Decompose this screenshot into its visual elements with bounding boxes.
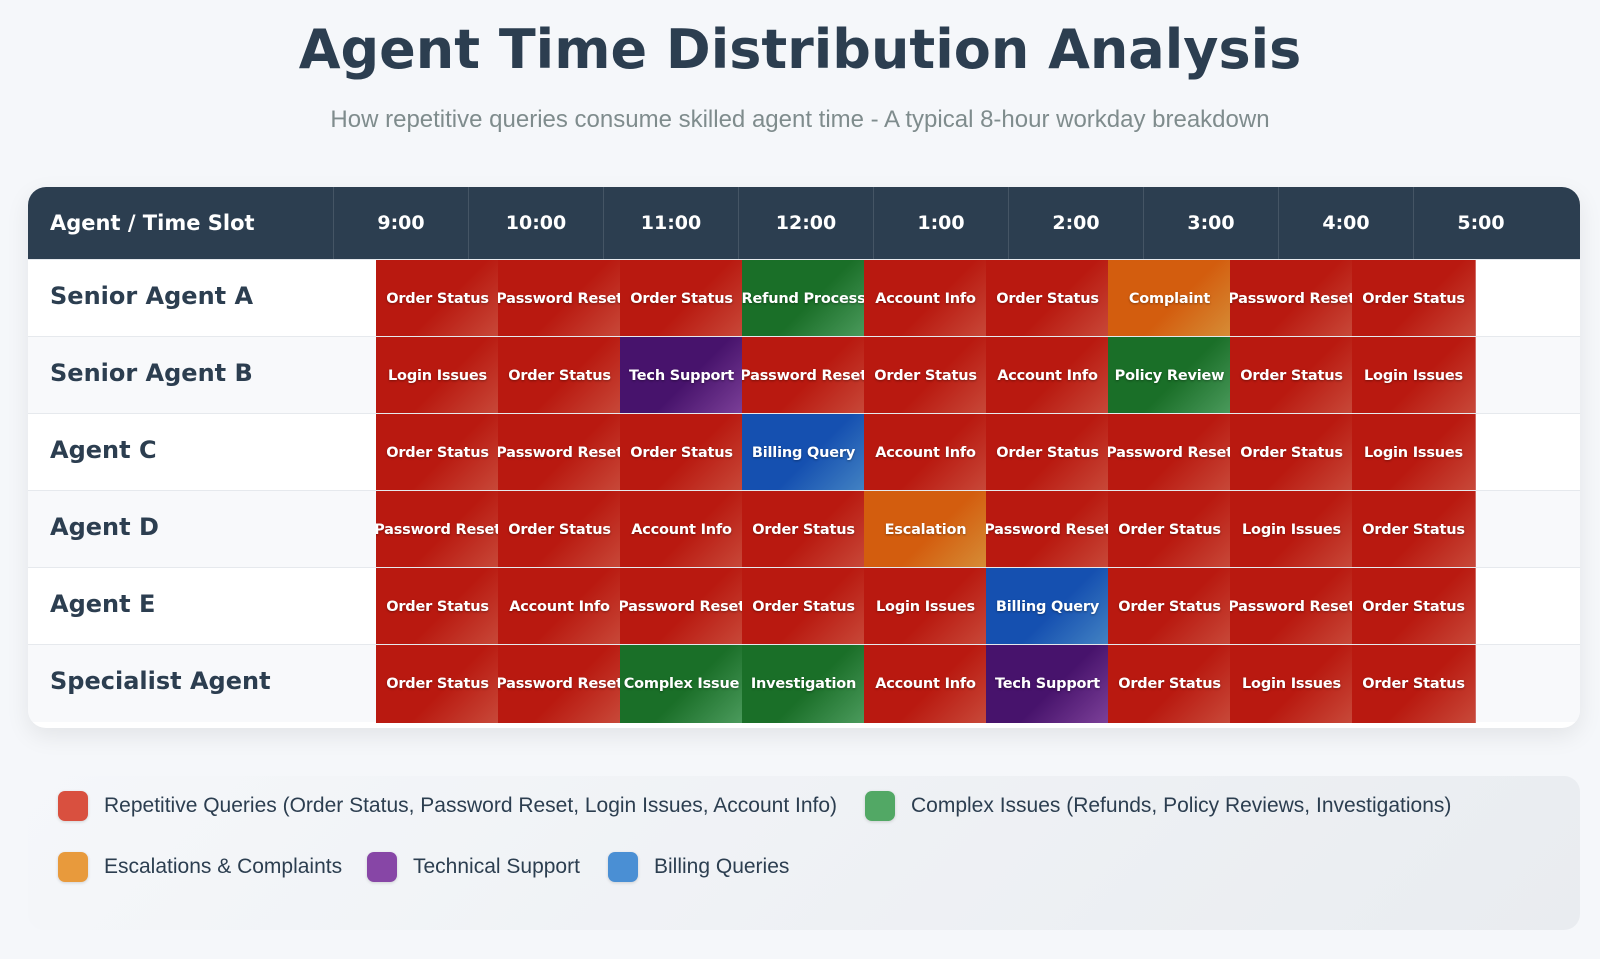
task-cell-repetitive: Password Reset (498, 645, 622, 723)
task-cell-repetitive: Login Issues (864, 568, 988, 646)
task-cell-repetitive: Order Status (864, 337, 988, 415)
agent-name: Senior Agent A (50, 282, 254, 310)
task-cell-complex: Investigation (742, 645, 866, 723)
task-cell-complex: Policy Review (1108, 337, 1232, 415)
task-cell-repetitive: Order Status (1352, 260, 1476, 338)
agent-row: Agent D Password Reset Order Status Account… (28, 490, 1580, 569)
task-cell-escalation: Escalation (864, 491, 988, 569)
task-cell-repetitive: Password Reset (1230, 260, 1354, 338)
agent-name: Specialist Agent (50, 667, 271, 695)
time-slot-header: 10:00 (468, 187, 603, 259)
agent-row: Senior Agent A Order Status Password Reset… (28, 259, 1580, 338)
agent-row: Senior Agent B Login Issues Order Status Te… (28, 336, 1580, 415)
task-cell-repetitive: Account Info (864, 645, 988, 723)
task-cell-repetitive: Order Status (498, 491, 622, 569)
legend-swatch (608, 852, 638, 882)
legend: Repetitive Queries (Order Status, Passwo… (28, 776, 1580, 930)
task-cell-repetitive: Account Info (986, 337, 1110, 415)
agent-name: Agent E (50, 590, 156, 618)
task-cell-repetitive: Order Status (376, 568, 500, 646)
task-cell-repetitive: Order Status (986, 414, 1110, 492)
task-cell-repetitive: Account Info (864, 260, 988, 338)
time-slot-header: 5:00 (1413, 187, 1548, 259)
legend-item-technical: Technical Support (367, 850, 580, 884)
task-cell-repetitive: Login Issues (1230, 491, 1354, 569)
task-cell-repetitive: Order Status (498, 337, 622, 415)
corner-label: Agent / Time Slot (50, 211, 255, 235)
task-cell-escalation: Complaint (1108, 260, 1232, 338)
legend-item-repetitive: Repetitive Queries (Order Status, Passwo… (58, 789, 837, 823)
task-cell-repetitive: Account Info (498, 568, 622, 646)
agent-row: Specialist Agent Order Status Password Res… (28, 644, 1580, 723)
task-cell-repetitive: Order Status (742, 491, 866, 569)
legend-item-complex: Complex Issues (Refunds, Policy Reviews,… (865, 789, 1451, 823)
task-cell-repetitive: Order Status (1108, 491, 1232, 569)
time-slot-header: 1:00 (873, 187, 1008, 259)
task-cell-repetitive: Login Issues (1352, 337, 1476, 415)
task-cell-billing: Billing Query (986, 568, 1110, 646)
task-cell-repetitive: Account Info (864, 414, 988, 492)
time-slot-header: 12:00 (738, 187, 873, 259)
agent-name: Agent D (50, 513, 159, 541)
task-cell-complex: Complex Issue (620, 645, 744, 723)
time-slot-header: 3:00 (1143, 187, 1278, 259)
time-slot-header: 11:00 (603, 187, 738, 259)
legend-swatch (865, 791, 895, 821)
task-cell-repetitive: Order Status (376, 260, 500, 338)
agent-name: Senior Agent B (50, 359, 253, 387)
task-cell-repetitive: Account Info (620, 491, 744, 569)
agent-row: Agent E Order Status Account Info Password … (28, 567, 1580, 646)
page-title: Agent Time Distribution Analysis (298, 18, 1302, 81)
task-cell-repetitive: Password Reset (1108, 414, 1232, 492)
task-cell-repetitive: Order Status (620, 414, 744, 492)
task-cell-repetitive: Password Reset (498, 260, 622, 338)
legend-item-escalation: Escalations & Complaints (58, 850, 342, 884)
grid-header-row: Agent / Time Slot 9:00 10:00 11:00 12:00 1:0… (28, 187, 1580, 259)
legend-swatch (58, 852, 88, 882)
task-cell-billing: Billing Query (742, 414, 866, 492)
schedule-grid: Agent / Time Slot 9:00 10:00 11:00 12:00 1:0… (28, 187, 1580, 728)
task-cell-repetitive: Order Status (620, 260, 744, 338)
legend-label: Complex Issues (Refunds, Policy Reviews,… (911, 794, 1452, 817)
task-cell-repetitive: Password Reset (620, 568, 744, 646)
legend-swatch (58, 791, 88, 821)
legend-label: Escalations & Complaints (104, 855, 343, 878)
task-cell-repetitive: Order Status (1230, 414, 1354, 492)
task-cell-technical: Tech Support (620, 337, 744, 415)
task-cell-repetitive: Order Status (1352, 645, 1476, 723)
legend-label: Repetitive Queries (Order Status, Passwo… (104, 794, 838, 817)
task-cell-repetitive: Password Reset (986, 491, 1110, 569)
task-cell-repetitive: Order Status (1352, 568, 1476, 646)
agent-row: Agent C Order Status Password Reset Order S… (28, 413, 1580, 492)
time-slot-header: 2:00 (1008, 187, 1143, 259)
page-subtitle: How repetitive queries consume skilled a… (330, 106, 1270, 133)
task-cell-repetitive: Order Status (986, 260, 1110, 338)
task-cell-repetitive: Order Status (376, 645, 500, 723)
task-cell-repetitive: Password Reset (1230, 568, 1354, 646)
task-cell-repetitive: Login Issues (1352, 414, 1476, 492)
task-cell-repetitive: Password Reset (376, 491, 500, 569)
time-slot-header: 9:00 (333, 187, 468, 259)
task-cell-repetitive: Password Reset (742, 337, 866, 415)
legend-label: Billing Queries (654, 855, 790, 878)
time-slot-header: 4:00 (1278, 187, 1413, 259)
task-cell-repetitive: Login Issues (376, 337, 500, 415)
task-cell-repetitive: Order Status (376, 414, 500, 492)
legend-item-billing: Billing Queries (608, 850, 789, 884)
task-cell-repetitive: Order Status (742, 568, 866, 646)
agent-name: Agent C (50, 436, 157, 464)
task-cell-repetitive: Order Status (1230, 337, 1354, 415)
task-cell-repetitive: Login Issues (1230, 645, 1354, 723)
legend-label: Technical Support (413, 855, 580, 878)
task-cell-repetitive: Order Status (1352, 491, 1476, 569)
task-cell-repetitive: Order Status (1108, 645, 1232, 723)
task-cell-complex: Refund Process (742, 260, 866, 338)
task-cell-repetitive: Password Reset (498, 414, 622, 492)
legend-swatch (367, 852, 397, 882)
task-cell-technical: Tech Support (986, 645, 1110, 723)
task-cell-repetitive: Order Status (1108, 568, 1232, 646)
